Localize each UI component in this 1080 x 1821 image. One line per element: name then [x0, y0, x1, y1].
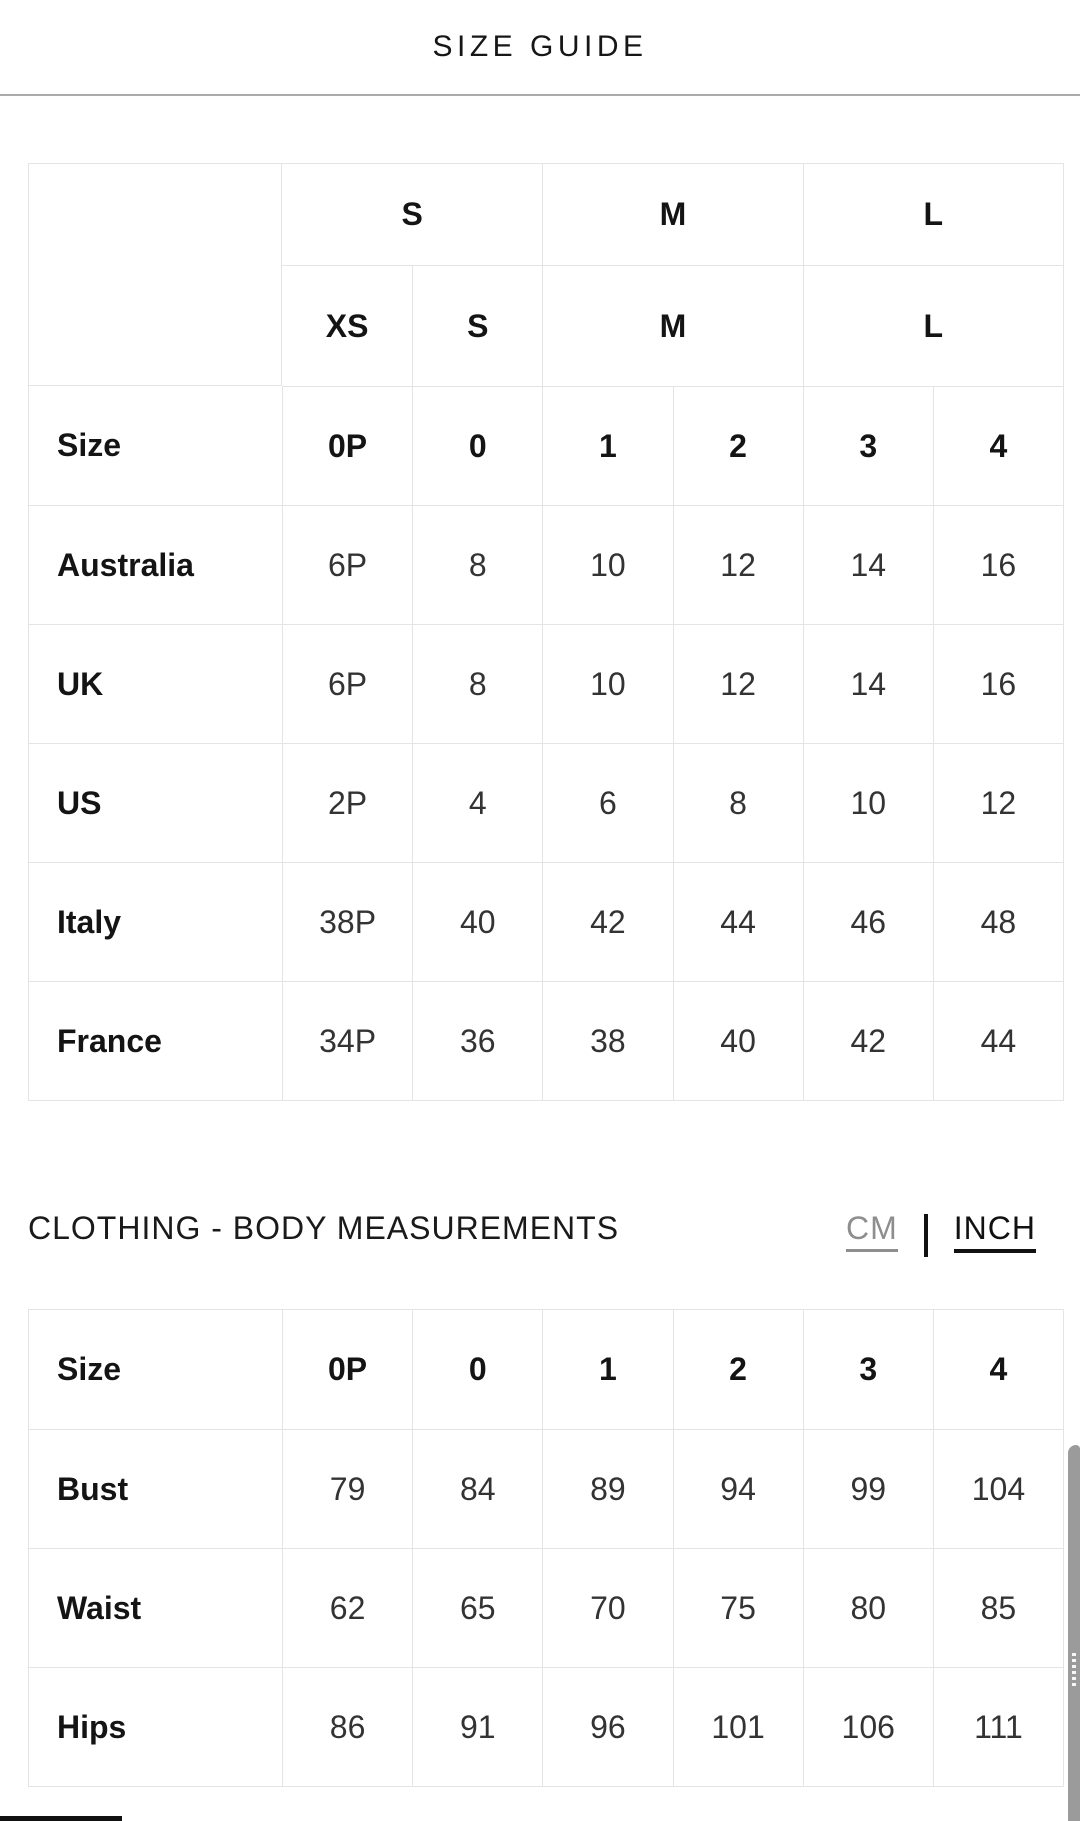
- unit-toggle: CM INCH: [846, 1212, 1036, 1257]
- table-cell: 36: [412, 981, 543, 1100]
- table-cell: 12: [672, 505, 803, 624]
- table-cell: 0P: [282, 386, 413, 505]
- row-label-france: France: [29, 981, 282, 1100]
- table-cell: 65: [412, 1548, 543, 1667]
- table-cell: 1: [542, 1310, 672, 1429]
- table-cell: 46: [802, 862, 933, 981]
- table-cell: 6P: [282, 624, 413, 743]
- table-cell: 94: [672, 1429, 803, 1548]
- page-title: SIZE GUIDE: [432, 30, 648, 63]
- table-cell: 8: [672, 743, 803, 862]
- table-cell: 2: [672, 1310, 803, 1429]
- table-cell: 38: [542, 981, 673, 1100]
- table-cell: 106: [802, 1667, 933, 1786]
- row-label-us: US: [29, 743, 282, 862]
- table-cell: 0P: [282, 1310, 412, 1429]
- scrollbar-grip-icon: [1072, 1653, 1076, 1686]
- table-cell: 4: [932, 386, 1063, 505]
- table-cell: 89: [542, 1429, 673, 1548]
- table-cell: 3: [802, 1310, 933, 1429]
- table-cell: 16: [932, 624, 1063, 743]
- bottom-edge-element: [0, 1816, 122, 1821]
- table-cell: 4: [932, 1310, 1063, 1429]
- column-header-m: M: [542, 266, 802, 386]
- column-group-header-l: L: [802, 164, 1063, 266]
- table-cell: 111: [932, 1667, 1063, 1786]
- table-cell: 91: [412, 1667, 543, 1786]
- unit-separator: [923, 1214, 928, 1257]
- row-label-hips: Hips: [29, 1667, 282, 1786]
- table-cell: 101: [672, 1667, 803, 1786]
- scrollbar-thumb[interactable]: [1068, 1445, 1080, 1821]
- section-heading: CLOTHING - BODY MEASUREMENTS: [28, 1210, 620, 1246]
- table-cell: 80: [802, 1548, 933, 1667]
- header-divider: [0, 94, 1080, 96]
- table-cell: 44: [672, 862, 803, 981]
- body-measurements-table: Size 0P 0 1 2 3 4 Bust 79 84 89 94 99 10…: [28, 1309, 1064, 1787]
- column-header-s: S: [412, 266, 542, 386]
- row-label-size: Size: [57, 1351, 122, 1387]
- table-cell: 2P: [282, 743, 413, 862]
- column-group-header-s: S: [282, 164, 543, 266]
- table-cell: 38P: [282, 862, 413, 981]
- column-header-xs: XS: [325, 307, 369, 344]
- table-cell: 10: [542, 624, 673, 743]
- row-label-uk: UK: [29, 624, 282, 743]
- row-label-australia: Australia: [29, 505, 282, 624]
- corner-cell: [29, 164, 282, 386]
- table-cell: 42: [542, 862, 673, 981]
- table-cell: 42: [802, 981, 933, 1100]
- table-cell: 8: [412, 624, 543, 743]
- table-cell: 85: [932, 1548, 1063, 1667]
- table-cell: 10: [802, 743, 933, 862]
- table-cell: 40: [672, 981, 803, 1100]
- table-cell: 99: [802, 1429, 933, 1548]
- row-label-size: Size: [57, 427, 122, 463]
- table-cell: 10: [542, 505, 673, 624]
- table-cell: 12: [932, 743, 1063, 862]
- table-cell: 1: [542, 386, 673, 505]
- table-cell: 6P: [282, 505, 413, 624]
- table-cell: 44: [932, 981, 1063, 1100]
- cm-unit-button[interactable]: CM: [846, 1212, 898, 1252]
- table-cell: 2: [672, 386, 803, 505]
- table-cell: 62: [282, 1548, 413, 1667]
- table-cell: 14: [802, 624, 933, 743]
- inch-unit-button[interactable]: INCH: [953, 1212, 1036, 1253]
- table-cell: 12: [672, 624, 803, 743]
- table-cell: 86: [282, 1667, 413, 1786]
- table-cell: 48: [932, 862, 1063, 981]
- table-cell: 104: [932, 1429, 1063, 1548]
- table-cell: 40: [412, 862, 543, 981]
- table-cell: 0: [412, 386, 543, 505]
- column-group-header-m: M: [542, 164, 803, 266]
- measurements-header: CLOTHING - BODY MEASUREMENTS CM INCH: [28, 1210, 1036, 1257]
- table-cell: 96: [542, 1667, 673, 1786]
- table-cell: 6: [542, 743, 673, 862]
- table-cell: 3: [802, 386, 933, 505]
- table-cell: 14: [802, 505, 933, 624]
- size-conversion-table: S M L XS S M L Size 0P 0 1 2 3 4 Austral…: [28, 163, 1064, 1101]
- table-cell: 8: [412, 505, 543, 624]
- row-label-italy: Italy: [29, 862, 282, 981]
- table-cell: 0: [412, 1310, 542, 1429]
- table-cell: 70: [542, 1548, 673, 1667]
- column-header-l: L: [802, 266, 1063, 386]
- table-cell: 16: [932, 505, 1063, 624]
- table-cell: 84: [412, 1429, 543, 1548]
- table-cell: 79: [282, 1429, 413, 1548]
- table-cell: 75: [672, 1548, 803, 1667]
- row-label-bust: Bust: [29, 1429, 282, 1548]
- table-cell: 34P: [282, 981, 413, 1100]
- table-cell: 4: [412, 743, 543, 862]
- row-label-waist: Waist: [29, 1548, 282, 1667]
- dialog-header: SIZE GUIDE: [0, 0, 1080, 94]
